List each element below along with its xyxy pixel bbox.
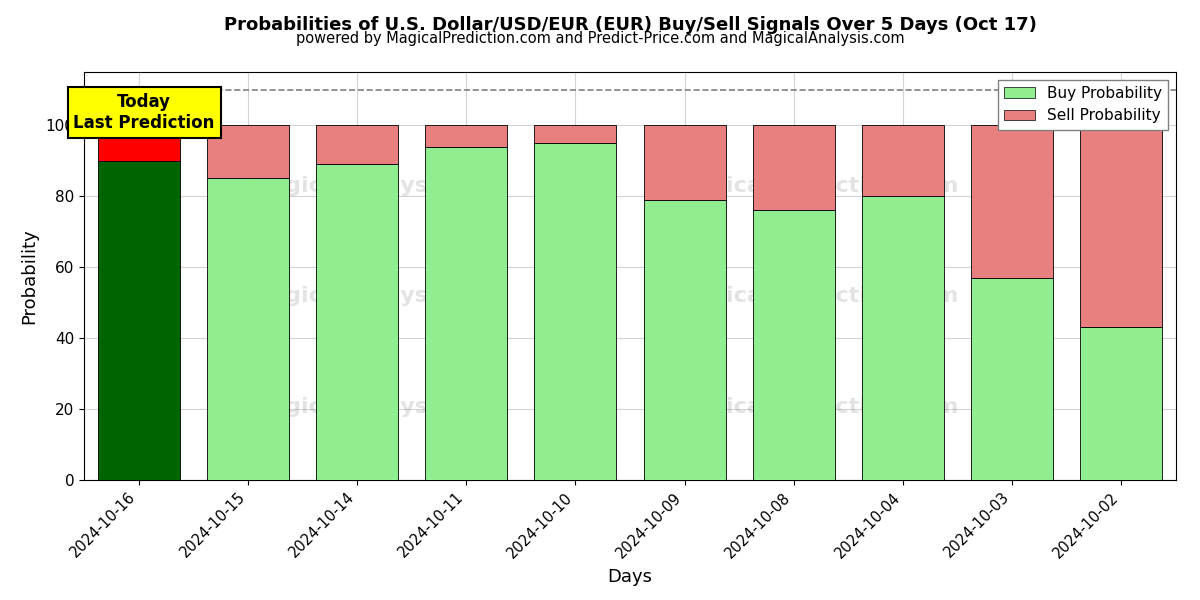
Bar <box>206 125 289 178</box>
Bar <box>971 125 1054 278</box>
Text: MagicalAnalysis.com: MagicalAnalysis.com <box>248 397 510 416</box>
Legend: Buy Probability, Sell Probability: Buy Probability, Sell Probability <box>998 80 1169 130</box>
Bar <box>1080 125 1163 328</box>
Y-axis label: Probability: Probability <box>20 228 38 324</box>
Text: MagicalAnalysis.com: MagicalAnalysis.com <box>248 176 510 196</box>
Text: powered by MagicalPrediction.com and Predict-Price.com and MagicalAnalysis.com: powered by MagicalPrediction.com and Pre… <box>295 31 905 46</box>
Bar <box>1080 328 1163 480</box>
Text: MagicalAnalysis.com: MagicalAnalysis.com <box>248 286 510 307</box>
Bar <box>97 161 180 480</box>
Bar <box>206 178 289 480</box>
Bar <box>425 146 508 480</box>
Bar <box>971 278 1054 480</box>
Bar <box>752 211 835 480</box>
Text: MagicalPrediction.com: MagicalPrediction.com <box>673 397 959 416</box>
Bar <box>862 125 944 196</box>
Bar <box>97 125 180 161</box>
X-axis label: Days: Days <box>607 568 653 586</box>
Bar <box>534 143 617 480</box>
Bar <box>643 200 726 480</box>
Text: Today
Last Prediction: Today Last Prediction <box>73 93 215 132</box>
Bar <box>534 125 617 143</box>
Bar <box>425 125 508 146</box>
Bar <box>316 125 398 164</box>
Bar <box>752 125 835 211</box>
Title: Probabilities of U.S. Dollar/USD/EUR (EUR) Buy/Sell Signals Over 5 Days (Oct 17): Probabilities of U.S. Dollar/USD/EUR (EU… <box>223 16 1037 34</box>
Bar <box>862 196 944 480</box>
Text: MagicalPrediction.com: MagicalPrediction.com <box>673 176 959 196</box>
Bar <box>643 125 726 200</box>
Bar <box>316 164 398 480</box>
Text: MagicalPrediction.com: MagicalPrediction.com <box>673 286 959 307</box>
